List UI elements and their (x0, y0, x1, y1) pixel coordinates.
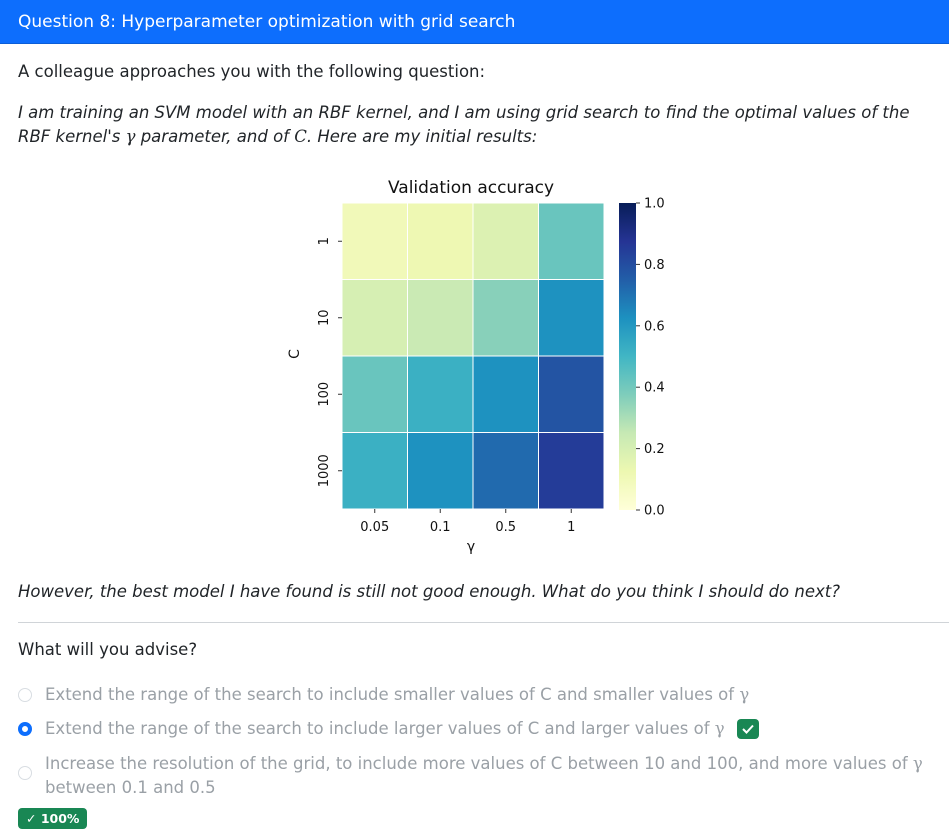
option-1-label: Extend the range of the search to includ… (45, 685, 750, 704)
validation-accuracy-heatmap: Validation accuracy 0.05 0.1 0.5 1 1 10 100 10… (287, 178, 665, 555)
option-2-label: Extend the range of the search to includ… (45, 719, 725, 738)
heatmap-cell (538, 279, 605, 357)
question-header: Question 8: Hyperparameter optimization … (0, 0, 949, 44)
x-axis-label: γ (467, 539, 475, 555)
option-2[interactable]: Extend the range of the search to includ… (18, 717, 943, 741)
colorbar-tick-label: 0.2 (644, 442, 665, 457)
colorbar (619, 203, 636, 510)
y-tick-label: 1 (317, 237, 332, 245)
colorbar-tick-label: 0.6 (644, 319, 665, 334)
x-axis-ticks: 0.05 0.1 0.5 1 (360, 509, 575, 535)
heatmap-cell (472, 355, 539, 433)
y-axis-label: C (287, 349, 303, 359)
gamma-symbol: γ (125, 127, 136, 146)
x-tick-label: 1 (567, 520, 575, 535)
colorbar-tick-label: 0.0 (644, 504, 665, 519)
x-tick-label: 0.1 (430, 520, 451, 535)
prompt-text: What will you advise? (18, 640, 198, 659)
option-2-radio[interactable] (18, 722, 32, 736)
question-text: I am training an SVM model with an RBF k… (18, 103, 910, 146)
option-1[interactable]: Extend the range of the search to includ… (18, 683, 943, 707)
heatmap-cells (341, 202, 605, 510)
intro-text: A colleague approaches you with the foll… (18, 62, 486, 81)
heatmap-cell (407, 432, 474, 510)
heatmap-cell (472, 279, 539, 357)
heatmap-cell (407, 279, 474, 357)
option-3-radio[interactable] (18, 766, 32, 780)
y-tick-label: 100 (317, 382, 332, 407)
option-1-radio[interactable] (18, 688, 32, 702)
heatmap-cell (341, 432, 408, 510)
heatmap-cell (407, 355, 474, 433)
question-title: Question 8: Hyperparameter optimization … (18, 11, 516, 32)
followup-text: However, the best model I have found is … (18, 582, 840, 601)
heatmap-cell (341, 202, 408, 280)
score-badge: ✓ 100% (18, 808, 88, 829)
colorbar-tick-label: 0.4 (644, 381, 665, 396)
x-tick-label: 0.05 (360, 520, 389, 535)
heatmap-cell (472, 432, 539, 510)
y-tick-label: 10 (317, 309, 332, 326)
divider (18, 622, 949, 623)
heatmap-cell (538, 355, 605, 433)
correct-check-icon (736, 719, 759, 739)
heatmap-cell (472, 202, 539, 280)
y-tick-label: 1000 (317, 454, 332, 487)
option-3[interactable]: Increase the resolution of the grid, to … (18, 752, 943, 800)
heatmap-cell (538, 432, 605, 510)
option-3-label: Increase the resolution of the grid, to … (45, 754, 923, 797)
heatmap-cell (538, 202, 605, 280)
heatmap-cell (407, 202, 474, 280)
c-symbol: C (294, 127, 307, 146)
x-tick-label: 0.5 (495, 520, 516, 535)
heatmap-cell (341, 279, 408, 357)
heatmap-cell (341, 355, 408, 433)
colorbar-tick-label: 0.8 (644, 258, 665, 273)
colorbar-ticks: 0.0 0.2 0.4 0.6 0.8 1.0 (636, 197, 665, 519)
chart-title: Validation accuracy (388, 178, 554, 198)
colorbar-tick-label: 1.0 (644, 197, 665, 212)
y-axis-ticks: 1 10 100 1000 (317, 237, 342, 487)
